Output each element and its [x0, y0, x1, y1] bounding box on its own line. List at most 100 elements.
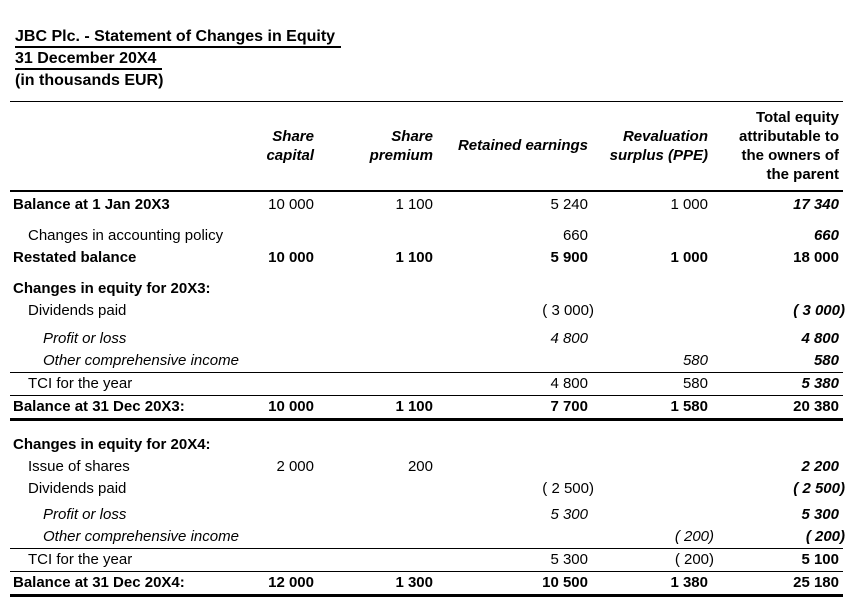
row-label: Restated balance — [13, 248, 137, 266]
document-units: (in thousands EUR) — [15, 72, 164, 89]
cell-value: 2 000 — [276, 457, 314, 475]
cell-value — [592, 504, 712, 526]
cell-value — [712, 434, 843, 456]
row-label: Balance at 1 Jan 20X3 — [13, 195, 170, 213]
cell-value: 10 000 — [268, 248, 314, 266]
cell-value: 18 000 — [793, 248, 839, 266]
cell-value: 660 — [813, 226, 839, 244]
column-header-5: Total equity attributable to the owners of… — [712, 102, 843, 190]
table-row: TCI for the year 5 300 ( 200) 5 100 — [10, 547, 843, 571]
cell-value — [592, 278, 712, 300]
row-label: Other comprehensive income — [43, 527, 239, 545]
column-header-1: Share capital — [250, 102, 318, 190]
column-header-line: Total equity — [755, 108, 839, 126]
title-line-1: JBC Plc. - Statement of Changes in Equit… — [15, 27, 342, 48]
row-label: Changes in equity for 20X4: — [13, 435, 211, 453]
cell-value — [592, 478, 712, 500]
row-label: Dividends paid — [28, 301, 127, 319]
cell-value: 5 240 — [550, 195, 588, 213]
cell-value: 580 — [682, 374, 708, 392]
row-label: Dividends paid — [28, 479, 127, 497]
document-title-block: JBC Plc. - Statement of Changes in Equit… — [15, 26, 852, 92]
cell-value: ( 3 000) — [793, 301, 845, 319]
cell-value — [437, 456, 592, 478]
table-row: Dividends paid ( 2 500) ( 2 500) — [10, 478, 845, 500]
table-header: Share capital Share premium Retained earning… — [10, 100, 843, 192]
cell-value — [250, 278, 318, 300]
cell-value — [250, 549, 318, 571]
cell-value: ( 200) — [674, 527, 714, 545]
column-header-line: premium — [369, 146, 433, 164]
cell-value — [250, 373, 318, 395]
cell-value — [250, 350, 318, 372]
table-row: Issue of shares 2 000 200 2 200 — [10, 456, 843, 478]
table-row: Profit or loss 4 800 4 800 — [10, 328, 843, 350]
cell-value — [318, 278, 437, 300]
cell-value — [250, 526, 318, 548]
column-header-line: capital — [266, 146, 314, 164]
cell-value: ( 2 500) — [793, 479, 845, 497]
cell-value — [250, 434, 318, 456]
table-row: Changes in equity for 20X3: — [10, 278, 843, 300]
row-label: Issue of shares — [28, 457, 130, 475]
table-row: Other comprehensive income 580 580 — [10, 350, 843, 372]
table-row: Other comprehensive income ( 200) ( 200) — [10, 526, 845, 548]
cell-value — [592, 328, 712, 350]
cell-value: 5 100 — [801, 550, 839, 568]
cell-value — [318, 350, 437, 372]
cell-value — [318, 478, 437, 500]
cell-value: 4 800 — [801, 329, 839, 347]
cell-value: 1 580 — [670, 397, 708, 415]
table-row: Balance at 31 Dec 20X3: 10 000 1 100 7 700 1… — [10, 394, 843, 421]
cell-value — [250, 328, 318, 350]
cell-value: 5 300 — [550, 550, 588, 568]
column-header-line: surplus (PPE) — [609, 146, 708, 164]
cell-value: 4 800 — [550, 329, 588, 347]
equity-table: Share capital Share premium Retained earning… — [10, 100, 845, 597]
row-label: Changes in equity for 20X3: — [13, 279, 211, 297]
cell-value — [437, 350, 592, 372]
cell-value — [318, 225, 437, 247]
row-label: TCI for the year — [28, 374, 133, 392]
cell-value: 580 — [813, 351, 839, 369]
cell-value: 200 — [407, 457, 433, 475]
table-row: Balance at 31 Dec 20X4: 12 000 1 300 10 500… — [10, 570, 843, 597]
cell-value: 7 700 — [550, 397, 588, 415]
cell-value: 20 380 — [793, 397, 839, 415]
cell-value: 10 500 — [542, 573, 588, 591]
cell-value: 1 100 — [395, 397, 433, 415]
table-row: Changes in accounting policy 660 660 — [10, 225, 843, 247]
document-date: 31 December 20X4 — [15, 48, 852, 70]
row-label: Changes in accounting policy — [28, 226, 224, 244]
column-header-line: Revaluation — [622, 127, 708, 145]
cell-value — [592, 434, 712, 456]
column-header-line: the parent — [766, 165, 839, 183]
row-label: Balance at 31 Dec 20X3: — [13, 397, 185, 415]
cell-value: 17 340 — [793, 195, 839, 213]
cell-value: 4 800 — [550, 374, 588, 392]
cell-value — [318, 328, 437, 350]
cell-value — [592, 225, 712, 247]
row-label: Other comprehensive income — [43, 351, 239, 369]
column-header-line: Retained earnings — [457, 137, 588, 154]
cell-value: 5 900 — [550, 248, 588, 266]
cell-value — [250, 225, 318, 247]
cell-value — [250, 504, 318, 526]
row-label: Balance at 31 Dec 20X4: — [13, 573, 185, 591]
cell-value: ( 200) — [674, 550, 714, 568]
table-body: Balance at 1 Jan 20X3 10 000 1 100 5 240 1 0… — [10, 194, 845, 597]
column-header-2: Share premium — [318, 102, 437, 190]
column-header-0 — [10, 102, 250, 190]
cell-value: 580 — [682, 351, 708, 369]
table-row: Restated balance 10 000 1 100 5 900 1 000 18 … — [10, 247, 843, 269]
cell-value: 5 380 — [801, 374, 839, 392]
cell-value — [437, 526, 592, 548]
row-label: Profit or loss — [43, 329, 127, 347]
cell-value: 1 100 — [395, 248, 433, 266]
cell-value: ( 3 000) — [542, 301, 594, 319]
cell-value: 12 000 — [268, 573, 314, 591]
cell-value — [712, 278, 843, 300]
document-title: JBC Plc. - Statement of Changes in Equit… — [15, 26, 852, 48]
cell-value — [318, 504, 437, 526]
